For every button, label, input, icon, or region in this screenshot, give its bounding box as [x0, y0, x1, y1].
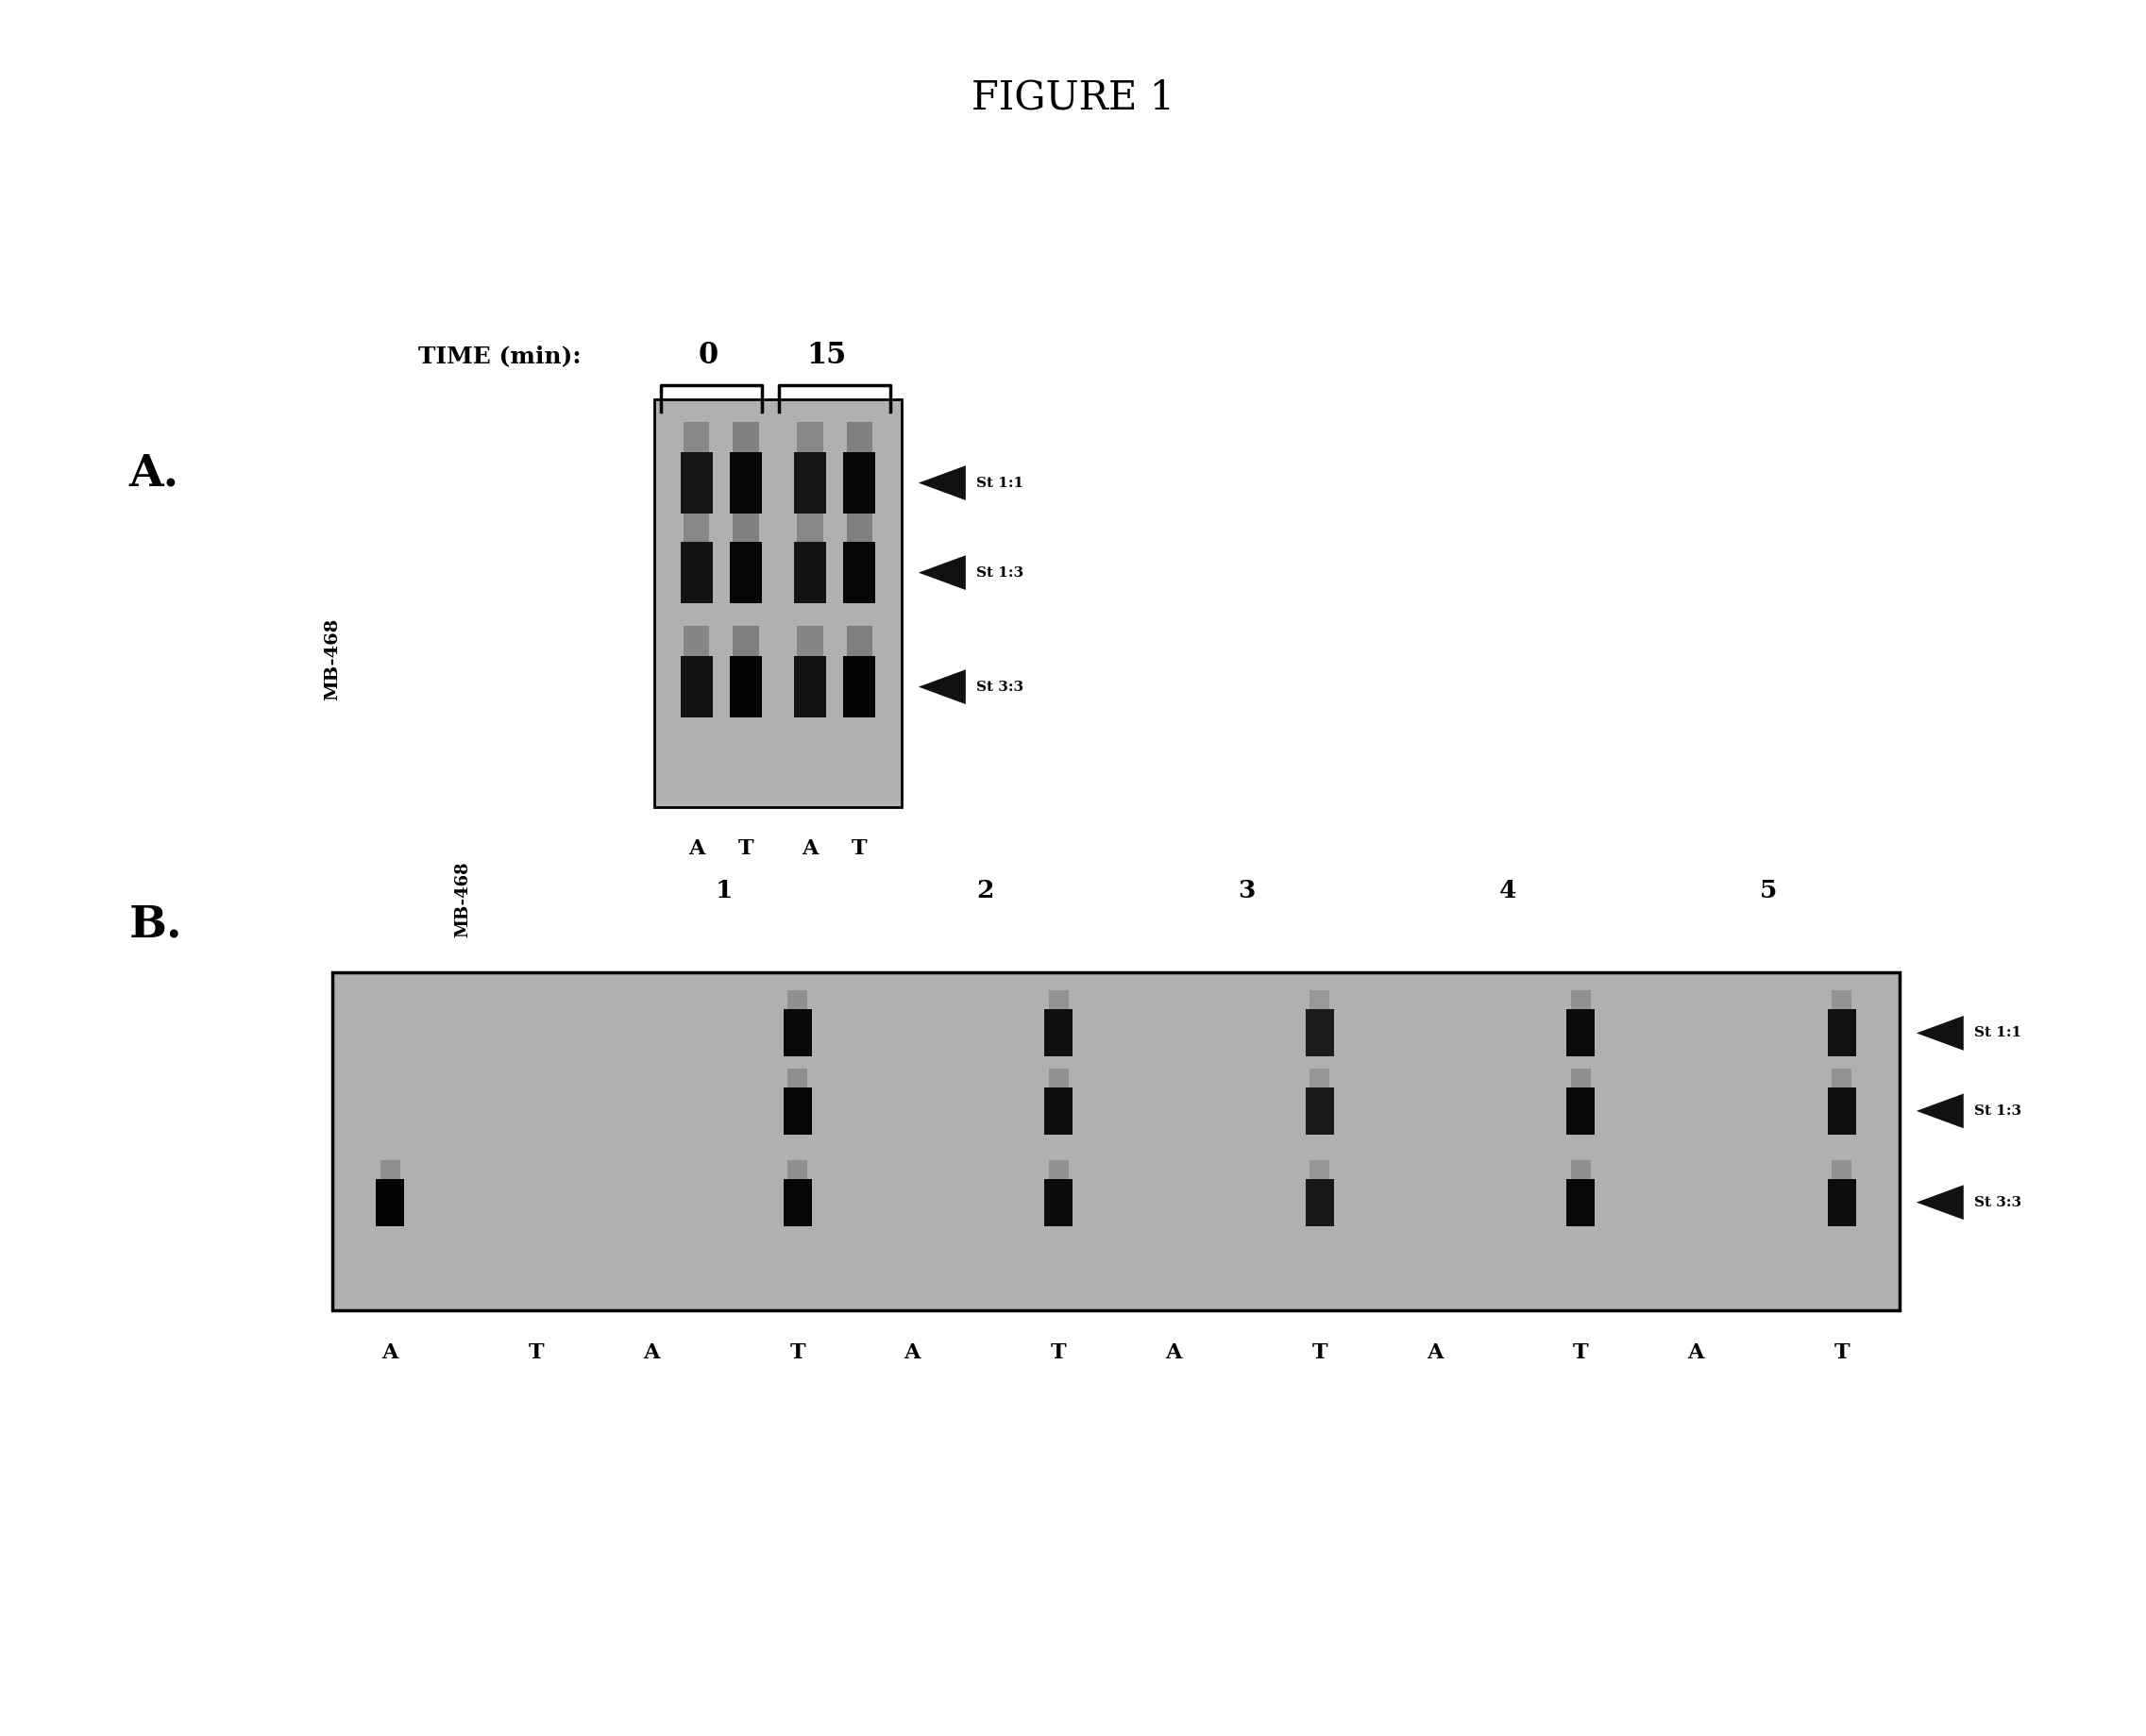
Bar: [1305, 1087, 1333, 1135]
Text: TIME (min):: TIME (min):: [418, 344, 582, 368]
Polygon shape: [1916, 1186, 1964, 1220]
Text: A: A: [1165, 1342, 1182, 1363]
Text: St 1:1: St 1:1: [1974, 1026, 2022, 1040]
Bar: [376, 1179, 403, 1226]
Text: St 1:3: St 1:3: [976, 566, 1024, 580]
Bar: [1828, 1087, 1856, 1135]
Text: St 3:3: St 3:3: [1974, 1196, 2022, 1208]
Bar: [1828, 1009, 1856, 1057]
Bar: [734, 625, 760, 656]
Text: T: T: [852, 838, 867, 859]
Text: A: A: [803, 838, 818, 859]
Bar: [846, 512, 871, 542]
Bar: [1833, 1160, 1852, 1179]
Bar: [1045, 1087, 1073, 1135]
Bar: [1309, 991, 1328, 1009]
Bar: [1309, 1068, 1328, 1087]
Bar: [783, 1087, 811, 1135]
Polygon shape: [918, 670, 966, 705]
Bar: [788, 1160, 807, 1179]
Bar: [685, 625, 710, 656]
Bar: [1049, 1160, 1069, 1179]
Bar: [1049, 1068, 1069, 1087]
Polygon shape: [918, 556, 966, 590]
Bar: [1571, 991, 1590, 1009]
Text: T: T: [1052, 1342, 1067, 1363]
Bar: [1309, 1160, 1328, 1179]
Bar: [1571, 1160, 1590, 1179]
Bar: [846, 422, 871, 453]
Bar: [680, 656, 712, 717]
Text: A.: A.: [129, 451, 178, 495]
Bar: [788, 1068, 807, 1087]
Bar: [1833, 991, 1852, 1009]
Text: 4: 4: [1498, 878, 1517, 903]
Text: MB-468: MB-468: [455, 861, 472, 937]
Polygon shape: [1916, 1094, 1964, 1128]
Bar: [730, 656, 762, 717]
Bar: [1045, 1179, 1073, 1226]
Text: T: T: [1835, 1342, 1850, 1363]
Bar: [843, 542, 876, 602]
Bar: [685, 512, 710, 542]
Bar: [1305, 1179, 1333, 1226]
Bar: [846, 625, 871, 656]
Text: T: T: [1573, 1342, 1588, 1363]
Bar: [1567, 1179, 1594, 1226]
Text: 5: 5: [1760, 878, 1777, 903]
Bar: [734, 422, 760, 453]
Bar: [843, 656, 876, 717]
Bar: [1571, 1068, 1590, 1087]
Bar: [1833, 1068, 1852, 1087]
Polygon shape: [1916, 1016, 1964, 1050]
Bar: [680, 542, 712, 602]
Bar: [655, 399, 901, 807]
Text: 1: 1: [715, 878, 734, 903]
Text: T: T: [1311, 1342, 1328, 1363]
Bar: [794, 656, 826, 717]
Bar: [794, 453, 826, 514]
Text: St 3:3: St 3:3: [976, 681, 1024, 693]
Bar: [1045, 1009, 1073, 1057]
Text: 3: 3: [1238, 878, 1255, 903]
Bar: [1305, 1009, 1333, 1057]
Bar: [1567, 1009, 1594, 1057]
Text: B.: B.: [129, 903, 182, 946]
Bar: [1828, 1179, 1856, 1226]
Bar: [680, 453, 712, 514]
Text: A: A: [1687, 1342, 1704, 1363]
Text: FIGURE 1: FIGURE 1: [972, 78, 1174, 118]
Bar: [730, 542, 762, 602]
Text: A: A: [1427, 1342, 1442, 1363]
Text: A: A: [903, 1342, 921, 1363]
Text: MB-468: MB-468: [324, 618, 341, 701]
Text: St 1:1: St 1:1: [976, 476, 1024, 490]
Bar: [794, 542, 826, 602]
Bar: [843, 453, 876, 514]
Bar: [796, 422, 822, 453]
Text: T: T: [528, 1342, 545, 1363]
Text: A: A: [644, 1342, 659, 1363]
Bar: [1049, 991, 1069, 1009]
Bar: [1567, 1087, 1594, 1135]
Bar: [796, 512, 822, 542]
Text: A: A: [382, 1342, 399, 1363]
Text: St 1:3: St 1:3: [1974, 1104, 2022, 1118]
Bar: [734, 512, 760, 542]
Text: A: A: [689, 838, 704, 859]
Bar: [333, 972, 1899, 1311]
Bar: [783, 1179, 811, 1226]
Text: 0: 0: [697, 342, 719, 370]
Text: T: T: [790, 1342, 805, 1363]
Bar: [783, 1009, 811, 1057]
Text: 2: 2: [976, 878, 994, 903]
Polygon shape: [918, 465, 966, 500]
Text: 15: 15: [807, 342, 846, 370]
Bar: [730, 453, 762, 514]
Bar: [380, 1160, 399, 1179]
Bar: [788, 991, 807, 1009]
Bar: [685, 422, 710, 453]
Bar: [796, 625, 822, 656]
Text: T: T: [738, 838, 753, 859]
